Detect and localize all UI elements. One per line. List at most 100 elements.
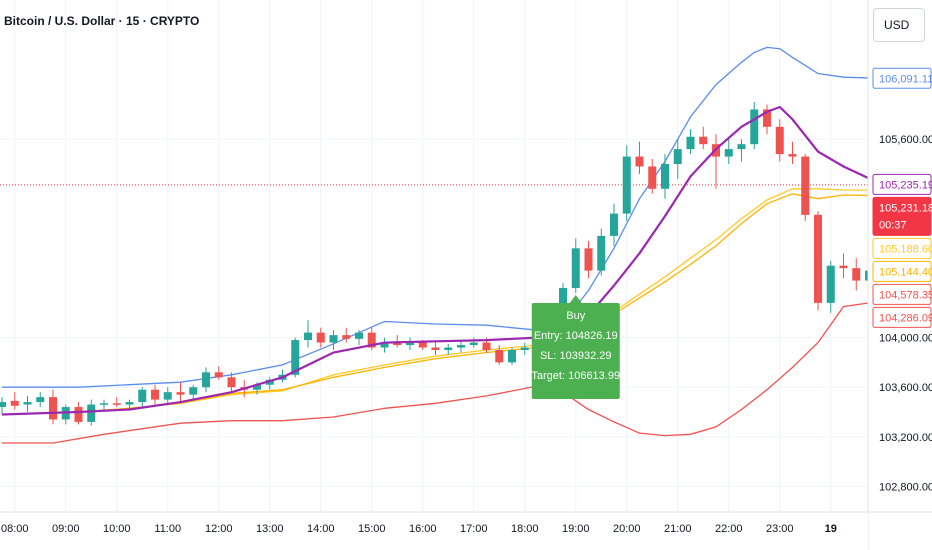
time-tick-label: 12:00 [205, 523, 233, 535]
price-tag [872, 306, 932, 328]
price-tag-label: 105,188.60 [879, 243, 932, 255]
buy-signal-label[interactable] [531, 302, 620, 399]
candle-body [36, 397, 45, 403]
time-tick-label: 13:00 [256, 523, 284, 535]
candle-body [151, 389, 159, 400]
countdown-label: 00:37 [879, 219, 907, 231]
candle-body [584, 248, 593, 271]
candle-body [49, 397, 57, 420]
price-tag-label: 104,286.09 [879, 312, 932, 324]
candle-body [265, 379, 274, 385]
candle-body [661, 164, 669, 189]
candle-body [737, 144, 746, 150]
candle-body [724, 149, 733, 157]
candle-body [814, 214, 822, 303]
candle-body [673, 149, 682, 164]
candle-body [74, 407, 83, 422]
candle-body [367, 332, 376, 348]
candle-body [826, 265, 835, 303]
candle-body [482, 342, 491, 350]
candle-body [100, 403, 108, 405]
time-tick-label: 23:00 [766, 523, 794, 535]
candle-body [23, 402, 32, 405]
candle-body [304, 332, 312, 341]
time-tick-label: 16:00 [409, 523, 437, 535]
candle-body [125, 402, 134, 405]
candle-body [10, 400, 19, 406]
candle-body [801, 156, 810, 215]
candle-body [189, 387, 198, 395]
candle-body [138, 389, 147, 403]
price-tag-label: 106,091.11 [879, 73, 932, 85]
time-tick-label: 11:00 [154, 523, 181, 535]
candle-body [571, 248, 580, 288]
candle-body [253, 384, 261, 390]
time-tick-label: 17:00 [460, 523, 488, 535]
candle-body [202, 372, 210, 388]
price-tag [872, 260, 932, 282]
price-tag-label: 105,235.19 [879, 179, 932, 191]
candle-body [763, 109, 771, 127]
signal-line-3: Target: 106613.99 [531, 370, 620, 382]
price-tick-label: 103,600.00 [879, 382, 932, 394]
candle-body [342, 335, 351, 339]
candle-body [520, 347, 529, 350]
candle-body [699, 136, 708, 145]
candle-body [852, 268, 861, 281]
candle-body [227, 377, 236, 388]
candle-body [788, 154, 797, 157]
candle-body [316, 332, 325, 343]
candle-body [495, 350, 504, 363]
candle-body [610, 213, 618, 236]
time-tick-label: 08:00 [1, 523, 29, 535]
time-tick-label: 20:00 [613, 523, 641, 535]
price-tick-label: 104,000.00 [879, 333, 932, 345]
candle-body [176, 392, 185, 395]
candle-body [508, 350, 516, 363]
currency-button[interactable]: USD [873, 8, 925, 42]
series-line-lower [2, 301, 882, 444]
time-tick-label: 10:00 [103, 523, 131, 535]
signal-line-2: SL: 103932.29 [540, 350, 612, 362]
candle-body [393, 342, 402, 346]
candle-body [622, 156, 631, 214]
time-tick-label: 09:00 [52, 523, 80, 535]
candle-body [750, 109, 759, 145]
candle-body [112, 403, 121, 405]
price-tick-label: 103,200.00 [879, 432, 932, 444]
candle-body [0, 402, 6, 408]
signal-line-1: Entry: 104826.19 [534, 330, 618, 342]
candle-body [87, 404, 96, 422]
price-tag-label: 105,144.40 [879, 266, 932, 278]
candle-body [406, 342, 414, 346]
time-axis[interactable] [0, 512, 868, 550]
symbol-title[interactable]: Bitcoin / U.S. Dollar · 15 · CRYPTO [4, 14, 200, 28]
time-tick-label: 15:00 [358, 523, 386, 535]
price-tag [872, 67, 932, 89]
candle-body [163, 392, 172, 400]
candle-body [648, 166, 657, 189]
price-tag [872, 237, 932, 259]
candle-body [291, 340, 300, 375]
time-tick-label: 19 [825, 523, 837, 535]
candle-body [839, 265, 848, 269]
candle-body [775, 126, 784, 155]
candle-body [635, 156, 644, 167]
candle-body [329, 335, 338, 343]
time-tick-label: 22:00 [715, 523, 743, 535]
candle-body [418, 342, 427, 348]
candle-body [214, 372, 223, 378]
signal-pointer [569, 294, 582, 303]
series-line-basis [1, 105, 883, 416]
price-tag [872, 196, 932, 236]
candle-body [457, 345, 465, 348]
time-tick-label: 21:00 [664, 523, 692, 535]
candle-body [431, 347, 440, 350]
series-line-ema_slow [1, 188, 882, 416]
price-tag [872, 173, 932, 195]
price-tick-label: 102,800.00 [879, 481, 932, 493]
candle-body [597, 235, 606, 271]
price-tag-label: 105,231.18 [879, 202, 932, 214]
